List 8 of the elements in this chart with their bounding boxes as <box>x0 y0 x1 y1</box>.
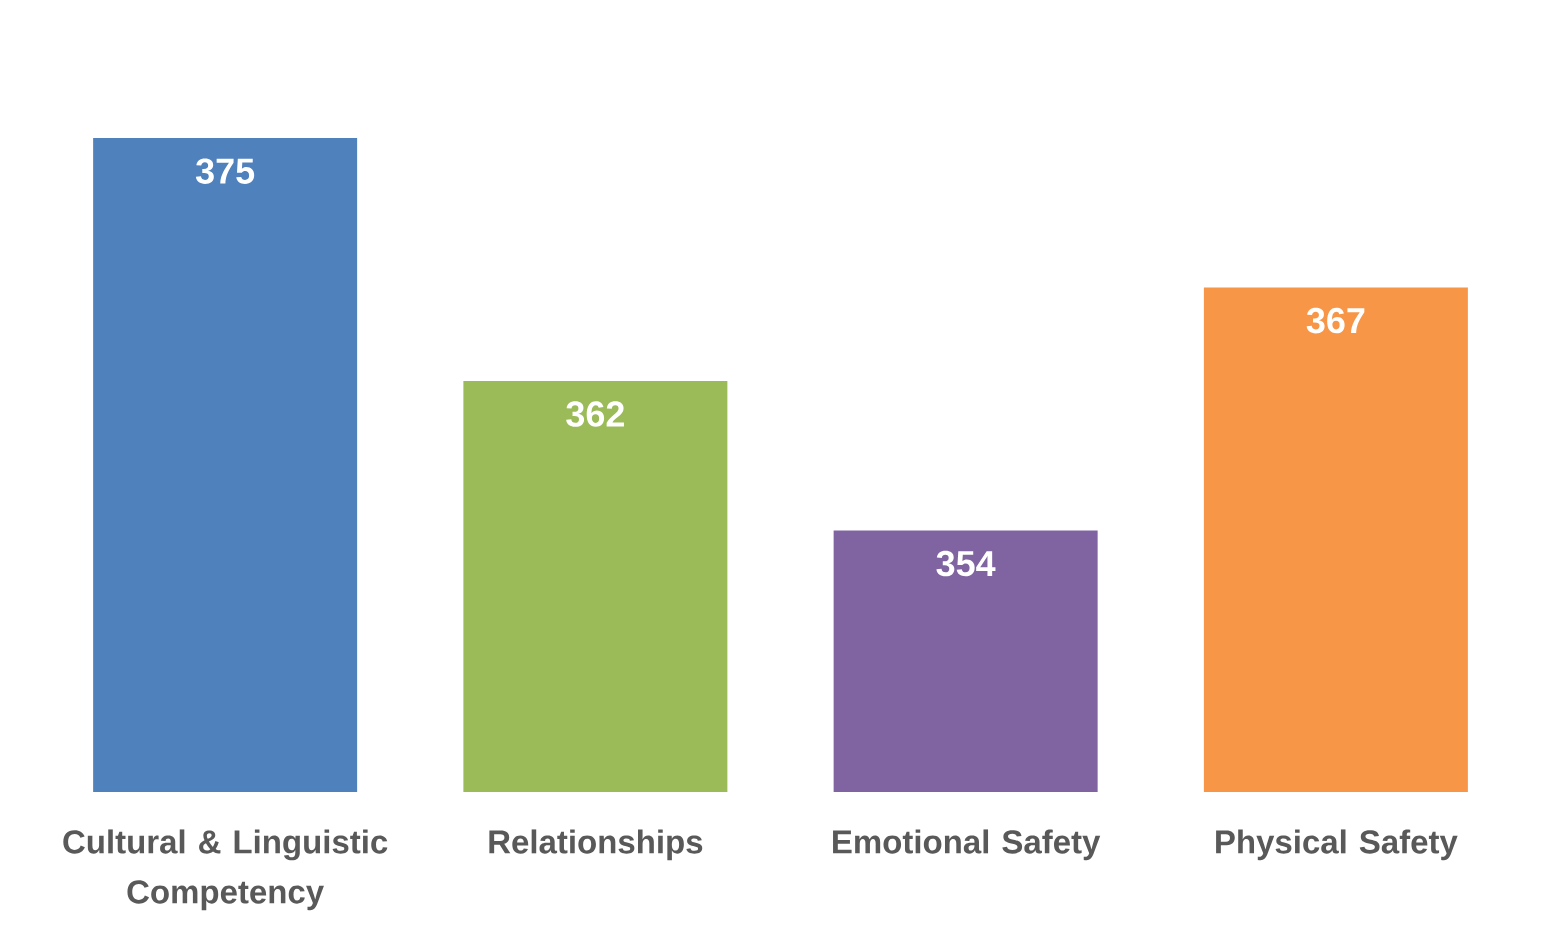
x-tick-label: Physical Safety <box>1216 829 1458 861</box>
data-label: 354 <box>936 550 996 577</box>
data-label: 367 <box>1306 307 1365 334</box>
x-tick-label: Relationships <box>489 829 703 861</box>
x-tick-label: Emotional Safety <box>833 829 1101 861</box>
data-label: 375 <box>195 158 255 184</box>
data-label: 362 <box>566 401 624 427</box>
x-tick-label: Cultural & Linguistic Competency <box>63 829 388 911</box>
